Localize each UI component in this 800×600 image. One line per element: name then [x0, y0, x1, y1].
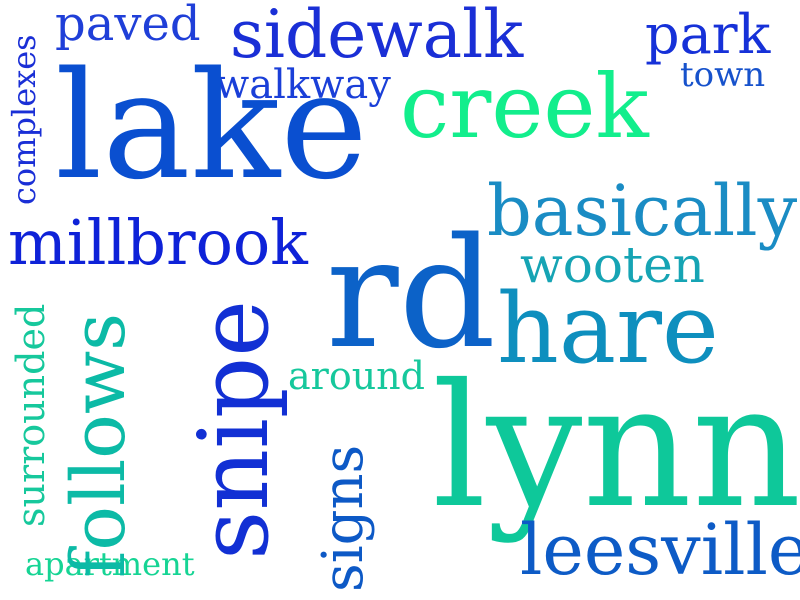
- word-wooten: wooten: [520, 236, 705, 294]
- word-surrounded: surrounded: [9, 303, 53, 527]
- word-town: town: [680, 55, 766, 95]
- word-around: around: [288, 354, 425, 398]
- word-apartment: apartment: [25, 545, 195, 583]
- word-follows: follows: [56, 312, 142, 578]
- word-sidewalk: sidewalk: [230, 0, 524, 73]
- word-complexes: complexes: [5, 34, 43, 205]
- word-basically: basically: [487, 170, 798, 252]
- word-millbrook: millbrook: [8, 206, 308, 279]
- word-signs: signs: [311, 444, 376, 592]
- word-rd: rd: [326, 205, 496, 382]
- word-park: park: [645, 3, 771, 66]
- word-snipe: snipe: [178, 299, 290, 560]
- word-lynn: lynn: [432, 348, 800, 546]
- word-creek: creek: [400, 55, 649, 158]
- word-leesville: leesville: [520, 509, 800, 591]
- word-hare: hare: [497, 273, 719, 385]
- word-paved: paved: [55, 0, 201, 52]
- word-lake: lake: [55, 40, 368, 212]
- word-walkway: walkway: [215, 62, 391, 108]
